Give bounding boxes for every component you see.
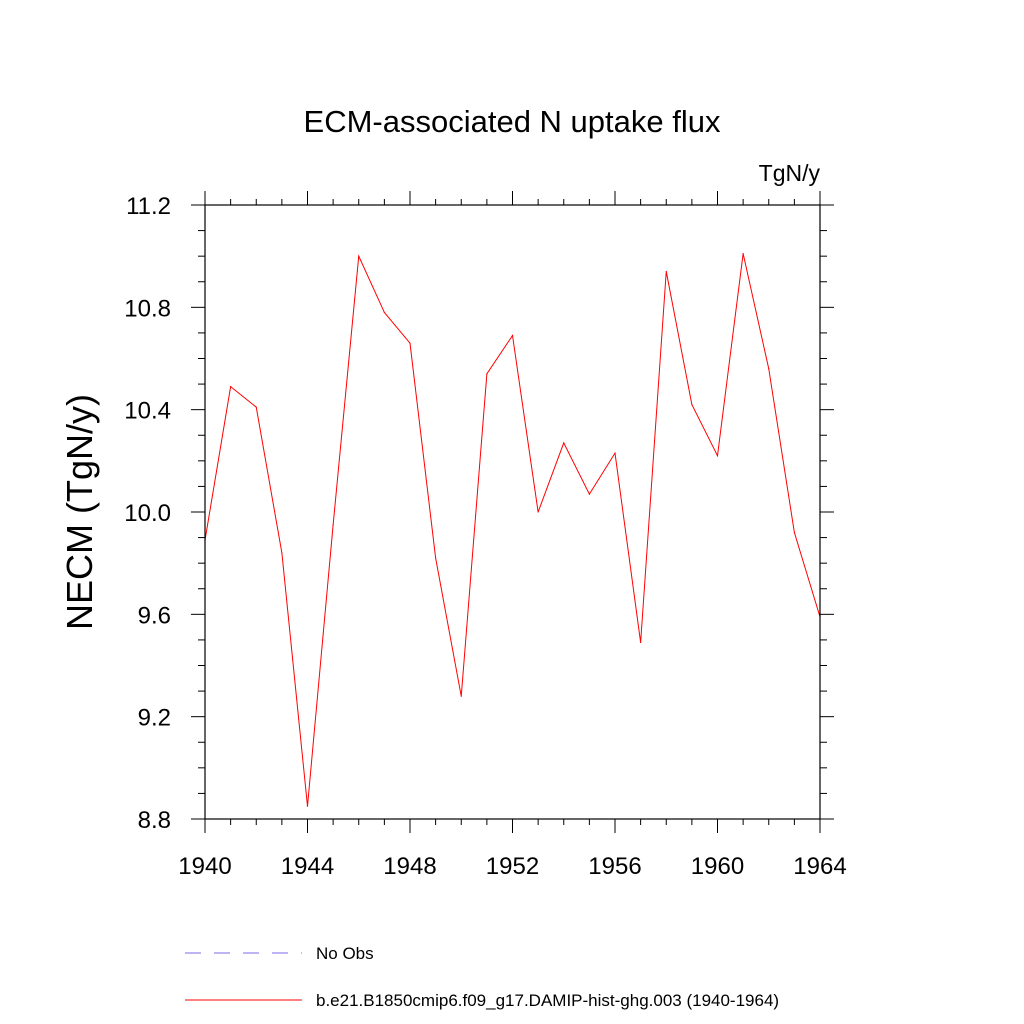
- y-tick-label: 9.6: [138, 602, 171, 629]
- series-point: [255, 406, 257, 408]
- series-point: [742, 253, 744, 255]
- minor-ticks: [198, 199, 827, 825]
- series-point: [640, 641, 642, 644]
- y-tick-label: 10.4: [124, 398, 171, 425]
- y-tick-label: 8.8: [138, 807, 171, 834]
- x-tick-label: 1964: [793, 853, 846, 880]
- legend-label-no-obs: No Obs: [316, 944, 374, 963]
- series-point: [537, 511, 539, 513]
- legend: No Obs b.e21.B1850cmip6.f09_g17.DAMIP-hi…: [185, 944, 779, 1010]
- legend-label-model-run: b.e21.B1850cmip6.f09_g17.DAMIP-hist-ghg.…: [316, 991, 779, 1010]
- series-point: [306, 805, 309, 807]
- series-point: [511, 334, 514, 337]
- chart-title: ECM-associated N uptake flux: [304, 104, 721, 139]
- x-tick-label: 1956: [588, 853, 641, 880]
- units-label: TgN/y: [759, 160, 821, 186]
- series-point: [691, 403, 693, 406]
- y-axis-label: NECM (TgN/y): [59, 394, 100, 630]
- series-point: [332, 524, 334, 526]
- y-tick-label: 11.2: [126, 193, 171, 220]
- series-point: [435, 557, 437, 559]
- y-tick-label: 10.8: [124, 295, 171, 322]
- series-point: [563, 442, 565, 444]
- series-point: [383, 311, 385, 314]
- series-point: [716, 455, 719, 457]
- series-point: [230, 386, 232, 388]
- series-point: [614, 452, 616, 454]
- x-tick-label: 1944: [281, 853, 334, 880]
- series-point: [768, 368, 770, 370]
- series-group: [204, 253, 821, 807]
- x-tick-label: 1948: [383, 853, 436, 880]
- series-point: [588, 493, 590, 495]
- x-tick-label: 1952: [486, 853, 539, 880]
- series-point: [486, 373, 488, 375]
- x-tick-labels: 1940 1944 1948 1952 1956 1960 1964: [178, 853, 846, 880]
- series-point: [665, 270, 667, 273]
- y-tick-label: 9.2: [138, 705, 171, 732]
- series-point: [793, 531, 795, 534]
- major-ticks: [191, 191, 834, 833]
- series-point: [460, 695, 462, 697]
- series-point: [281, 552, 283, 554]
- y-tick-label: 10.0: [124, 500, 171, 527]
- series-line: [204, 253, 821, 807]
- x-tick-label: 1940: [178, 853, 231, 880]
- y-tick-labels: 8.8 9.2 9.6 10.0 10.4 10.8 11.2: [124, 193, 171, 834]
- plot-frame: [204, 204, 821, 820]
- series-point: [358, 255, 360, 257]
- x-tick-label: 1960: [691, 853, 744, 880]
- series-point: [409, 342, 411, 344]
